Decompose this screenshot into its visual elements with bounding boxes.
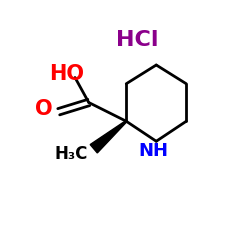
Text: HCl: HCl	[116, 30, 159, 50]
Text: HO: HO	[49, 64, 84, 84]
Text: O: O	[35, 99, 52, 119]
Text: H₃C: H₃C	[54, 145, 88, 163]
Text: NH: NH	[139, 142, 169, 160]
Polygon shape	[90, 121, 127, 153]
